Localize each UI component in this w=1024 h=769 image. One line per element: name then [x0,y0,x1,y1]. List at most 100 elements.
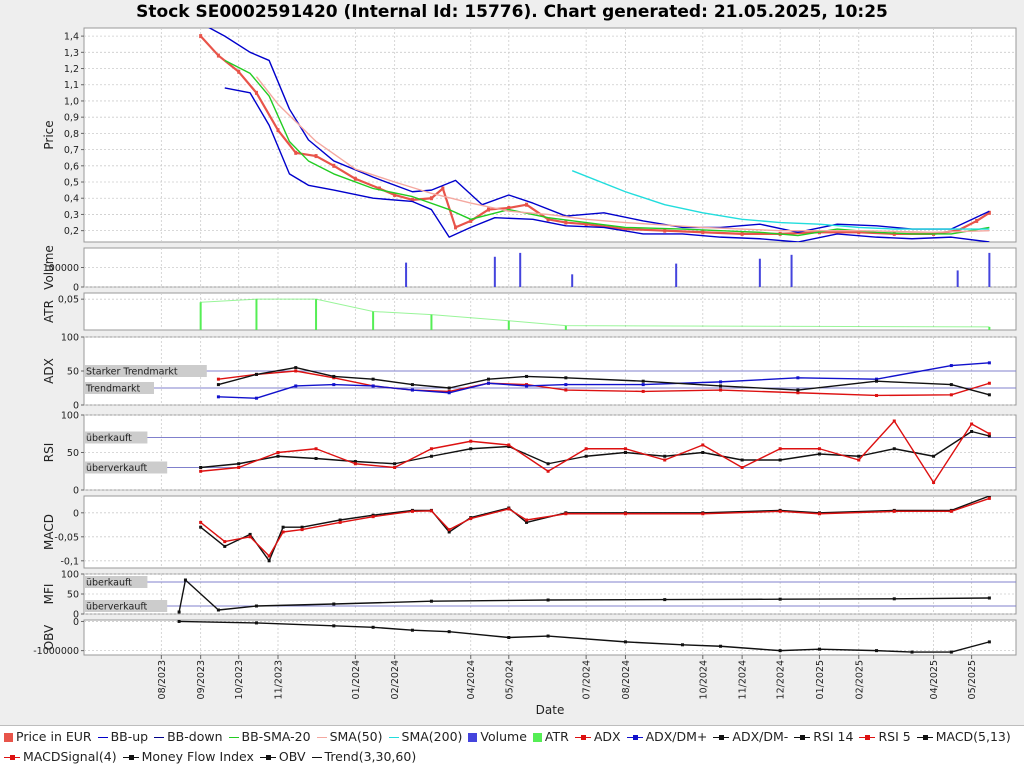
legend-item: Trend(3,30,60) [311,747,416,767]
adx-dm-point [216,383,220,387]
y-tick-label: 100 [61,570,79,581]
price-candle [701,230,705,235]
atr-bar [199,302,202,330]
obv-plot-area [83,619,1017,656]
volume-bar [790,254,793,287]
legend-label: BB-up [110,729,149,744]
adx-dm-point [641,383,645,387]
adx-dm-point [254,372,258,376]
obv-point [910,650,914,654]
y-tick-label: 0 [73,283,79,294]
annotation-box [84,382,154,394]
money-flow-index-point [987,596,991,600]
y-tick-label: 0,3 [64,210,79,221]
obv-point [719,644,723,648]
macd-5-13-point [300,525,304,529]
money-flow-index-point [429,599,433,603]
panel-mfi: 100 50 0 MFI überkauft überverkauft [42,570,1017,621]
price-candle [332,163,336,168]
y-tick-label: 50 [67,590,79,601]
volume-bar [405,262,408,287]
price-candle [623,227,627,232]
obv-point [875,649,879,653]
x-tick-label: 10/2024 [698,660,709,699]
obv-point [623,640,627,644]
adx-point [987,381,991,385]
legend-swatch [316,733,327,743]
macdsignal-4-point [447,528,451,532]
volume-bar [988,252,991,287]
obv-point [254,621,258,625]
macdsignal-4-point [223,540,227,544]
adx-dm-point [447,386,451,390]
y-tick-label: 50 [67,367,79,378]
rsi-14-point [393,462,397,466]
macd-5-13-point [281,525,285,529]
rsi-14-point [740,458,744,462]
money-flow-index-point [546,598,550,602]
y-tick-label: 100000 [43,263,79,274]
adx-dm-point [987,361,991,365]
macdsignal-4-point [701,512,705,516]
rsi-14-point [353,460,357,463]
rsi-14-point [429,454,433,458]
price-candle [564,220,568,225]
volume-bar [493,256,496,287]
rsi-14-point [546,462,550,466]
legend-label: ATR [544,729,569,744]
obv-point [177,620,181,623]
y-tick-label: 0 [73,508,79,519]
price-candle [199,34,203,39]
price-candle [454,225,458,230]
adx-dm-point [294,384,298,388]
y-tick-label: 0 [73,401,79,412]
adx-point [641,389,645,393]
price-candle [546,217,550,222]
legend-item: BB-SMA-20 [228,727,311,747]
atr-bar [430,314,433,330]
legend-item: RSI 5 [859,727,911,747]
adx-dm-line [218,366,990,396]
annotation-box [84,576,148,588]
macd-5-13-point [338,518,342,522]
price-candle [441,186,445,191]
money-flow-index-point [183,578,187,582]
obv-point [332,624,336,628]
chart-canvas: 1,4 1,3 1,2 1,1 1,0 0,9 0,8 0,7 0,6 0,5 0,4 0,3 0,2 P… [33,27,1017,717]
rsi-5-point [507,443,511,447]
price-candle [487,207,491,212]
macd-5-13-point [223,544,227,548]
x-tick-label: 11/2024 [738,660,749,699]
legend-item: SMA(50) [316,727,383,747]
macdsignal-4-point [507,507,511,511]
legend-swatch [228,733,239,743]
rsi-axis-label: RSI [42,443,56,463]
money-flow-index-point [177,610,181,614]
rsi-5-line [200,420,990,484]
adx-dm-point [294,366,298,370]
y-tick-label: -1000000 [33,646,79,657]
y-tick-label: 0,8 [64,129,79,140]
macdsignal-4-point [300,528,304,532]
adx-dm-point [719,384,723,388]
volume-bar [758,258,761,287]
panel-rsi: 100 50 0 RSI überkauft überverkauft [42,411,1017,497]
y-tick-label: 0,05 [58,295,79,306]
macdsignal-4-point [371,515,375,519]
rsi-5-point [546,469,550,473]
mfi-axis-label: MFI [42,584,56,605]
legend-item: ADX/DM+ [626,727,707,747]
price-marks [199,28,991,242]
legend-swatch [311,753,322,763]
adx-dm-point [719,380,723,384]
x-tick-label: 11/2023 [274,660,285,699]
y-tick-label: 0,7 [64,145,79,156]
price-candle [975,218,979,223]
atr-bar [507,320,510,330]
rsi-14-point [314,457,318,460]
adx-point [719,388,723,392]
volume-bar [519,252,522,287]
macdsignal-4-point [892,509,896,513]
x-tick-label: 01/2025 [815,660,826,699]
macdsignal-4-point [564,512,568,516]
